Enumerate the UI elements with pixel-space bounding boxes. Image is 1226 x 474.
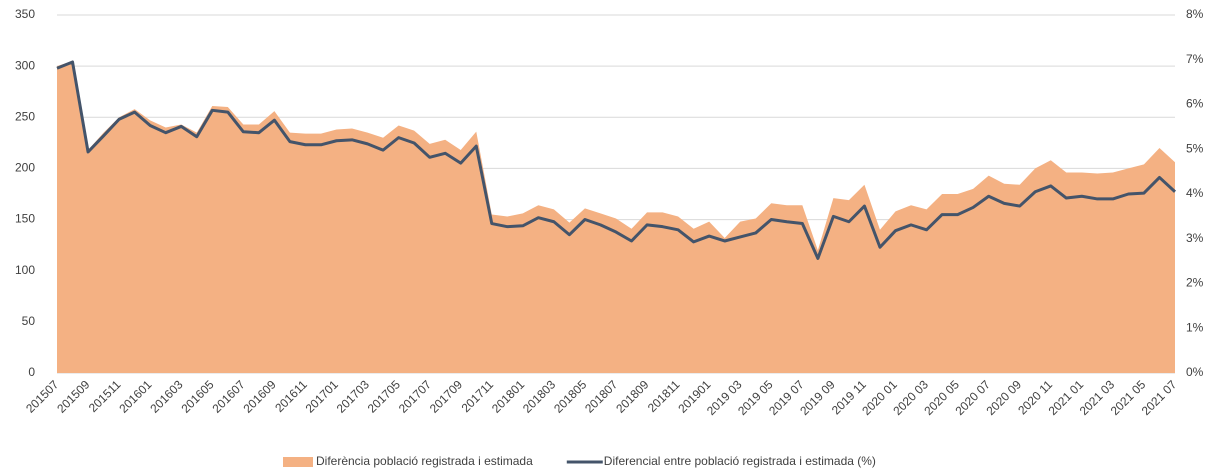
- x-tick-label: 201809: [613, 377, 651, 415]
- x-tick-label: 201707: [396, 377, 434, 415]
- x-tick-label: 201507: [23, 377, 61, 415]
- y-tick-label: 150: [15, 212, 35, 226]
- x-tick-label: 2021 07: [1139, 377, 1180, 418]
- x-tick-label: 201805: [551, 377, 589, 415]
- y-tick-label: 250: [15, 109, 35, 123]
- x-tick-label: 201811: [645, 377, 683, 415]
- x-tick-label: 201601: [116, 377, 154, 415]
- x-tick-label: 201711: [459, 377, 497, 415]
- x-tick-label: 201603: [147, 377, 185, 415]
- y-tick-label: 0: [28, 365, 35, 379]
- y2-tick-label: 6%: [1186, 97, 1204, 111]
- y2-tick-label: 5%: [1186, 141, 1204, 155]
- y2-tick-label: 8%: [1186, 7, 1204, 21]
- line: [56, 60, 1177, 260]
- y2-tick-label: 2%: [1186, 276, 1204, 290]
- legend-swatch: [283, 457, 313, 467]
- y-tick-label: 100: [15, 263, 35, 277]
- x-tick-label: 201509: [54, 377, 92, 415]
- x-tick-label: 201803: [520, 377, 558, 415]
- x-tick-label: 201703: [334, 377, 372, 415]
- y2-tick-label: 4%: [1186, 186, 1204, 200]
- y2-tick-label: 1%: [1186, 320, 1204, 334]
- area: [57, 61, 1175, 374]
- y-tick-label: 200: [15, 161, 35, 175]
- legend-label: Diferència població registrada i estimad…: [316, 454, 533, 468]
- y-tick-label: 300: [15, 58, 35, 72]
- x-tick-label: 2020 09: [984, 377, 1025, 418]
- x-tick-label: 201605: [178, 377, 216, 415]
- y2-tick-label: 3%: [1186, 231, 1204, 245]
- x-tick-label: 201801: [489, 377, 527, 415]
- x-tick-label: 201705: [365, 377, 403, 415]
- y-tick-label: 350: [15, 7, 35, 21]
- x-tick-label: 201609: [241, 377, 279, 415]
- x-tick-label: 201701: [303, 377, 341, 415]
- y-tick-label: 50: [22, 314, 36, 328]
- x-tick-label: 201807: [582, 377, 620, 415]
- x-tick-label: 201611: [272, 377, 310, 415]
- x-tick-label: 2019 09: [797, 377, 838, 418]
- y2-tick-label: 0%: [1186, 365, 1204, 379]
- x-tick-label: 201709: [427, 377, 465, 415]
- legend-label: Diferencial entre població registrada i …: [604, 454, 876, 468]
- y2-tick-label: 7%: [1186, 52, 1204, 66]
- x-tick-label: 201607: [209, 377, 247, 415]
- x-tick-label: 201511: [86, 377, 124, 415]
